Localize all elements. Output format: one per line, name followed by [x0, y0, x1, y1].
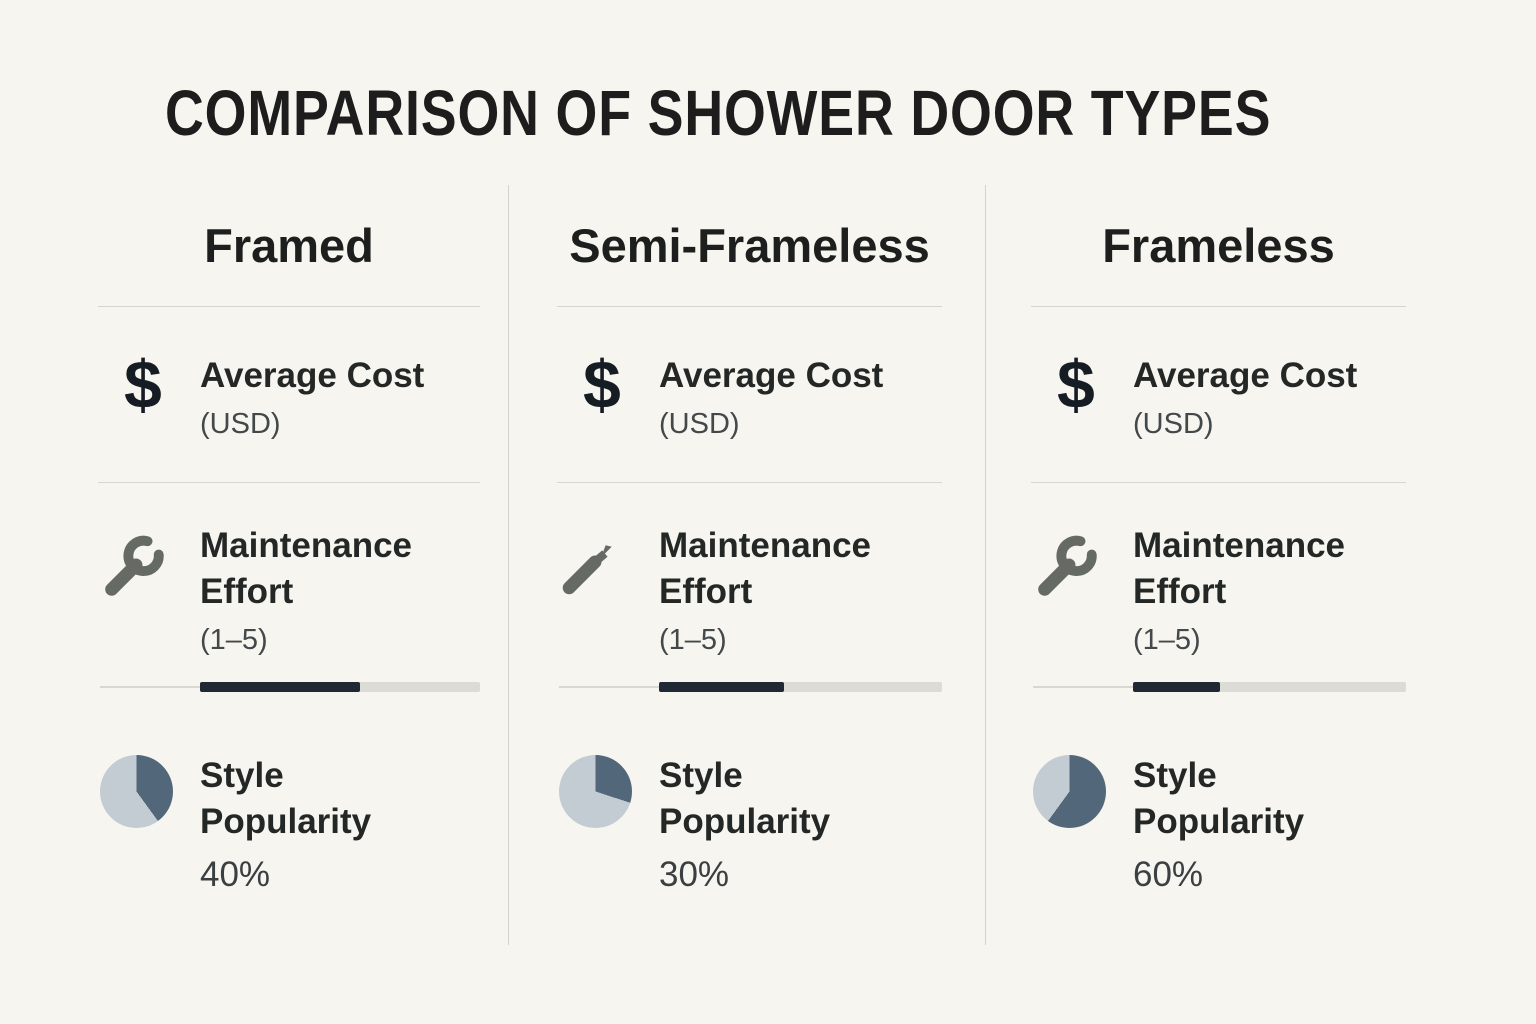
maintenance-bar: [1031, 682, 1406, 692]
maintenance-bar: [98, 682, 480, 692]
column-header: Framed: [98, 185, 480, 307]
maintenance-scale-label: (1–5): [200, 624, 268, 657]
bar-baseline: [100, 686, 200, 688]
maintenance-label: Maintenance Effort: [200, 526, 412, 612]
style-label: Style Popularity: [1133, 756, 1305, 842]
column-header: Frameless: [1031, 185, 1406, 307]
wrench-icon: [105, 535, 164, 596]
column-framed: Framed $ Average Cost (USD): [90, 185, 508, 945]
dollar-icon: $: [124, 347, 162, 423]
style-row: Style Popularity 40%: [98, 700, 480, 945]
bar-track: [659, 682, 942, 692]
bar-track: [1133, 682, 1406, 692]
cost-unit-label: (USD): [659, 408, 740, 441]
cost-label: Average Cost: [659, 356, 884, 395]
maintenance-row: Maintenance Effort (1–5): [1031, 483, 1406, 700]
maintenance-scale-label: (1–5): [1133, 624, 1201, 657]
maintenance-label: Maintenance Effort: [659, 526, 871, 612]
dollar-icon: $: [1057, 347, 1095, 423]
style-row: Style Popularity 30%: [557, 700, 942, 945]
cost-unit-label: (USD): [1133, 408, 1214, 441]
comparison-grid: Framed $ Average Cost (USD): [90, 185, 1446, 945]
cost-label: Average Cost: [200, 356, 425, 395]
pie-chart-icon: [1033, 755, 1106, 828]
cost-unit-label: (USD): [200, 408, 281, 441]
page-title: COMPARISON OF SHOWER DOOR TYPES: [165, 77, 1272, 149]
maintenance-bar: [557, 682, 942, 692]
bar-baseline: [559, 686, 659, 688]
maintenance-row: Maintenance Effort (1–5): [557, 483, 942, 700]
wrench-icon: [1038, 535, 1097, 596]
column-frameless: Frameless $ Average Cost (USD): [985, 185, 1446, 945]
column-semi-frameless: Semi-Frameless $ Average Cost (USD): [508, 185, 985, 945]
bar-fill: [659, 682, 784, 692]
bar-fill: [1133, 682, 1221, 692]
bar-fill: [200, 682, 360, 692]
cost-row: $ Average Cost (USD): [98, 307, 480, 483]
style-popularity-value: 40%: [200, 855, 271, 895]
maintenance-row: Maintenance Effort (1–5): [98, 483, 480, 700]
style-popularity-value: 30%: [659, 855, 730, 895]
cost-label: Average Cost: [1133, 356, 1358, 395]
cost-row: $ Average Cost (USD): [1031, 307, 1406, 483]
bar-track: [200, 682, 480, 692]
cost-row: $ Average Cost (USD): [557, 307, 942, 483]
maintenance-scale-label: (1–5): [659, 624, 727, 657]
style-label: Style Popularity: [659, 756, 831, 842]
maintenance-label: Maintenance Effort: [1133, 526, 1345, 612]
wrench-handle-icon: [562, 545, 612, 595]
style-label: Style Popularity: [200, 756, 372, 842]
style-row: Style Popularity 60%: [1031, 700, 1406, 945]
pie-chart-icon: [100, 755, 173, 828]
pie-chart-icon: [559, 755, 632, 828]
style-popularity-value: 60%: [1133, 855, 1204, 895]
column-header: Semi-Frameless: [557, 185, 942, 307]
bar-baseline: [1033, 686, 1133, 688]
dollar-icon: $: [583, 347, 621, 423]
